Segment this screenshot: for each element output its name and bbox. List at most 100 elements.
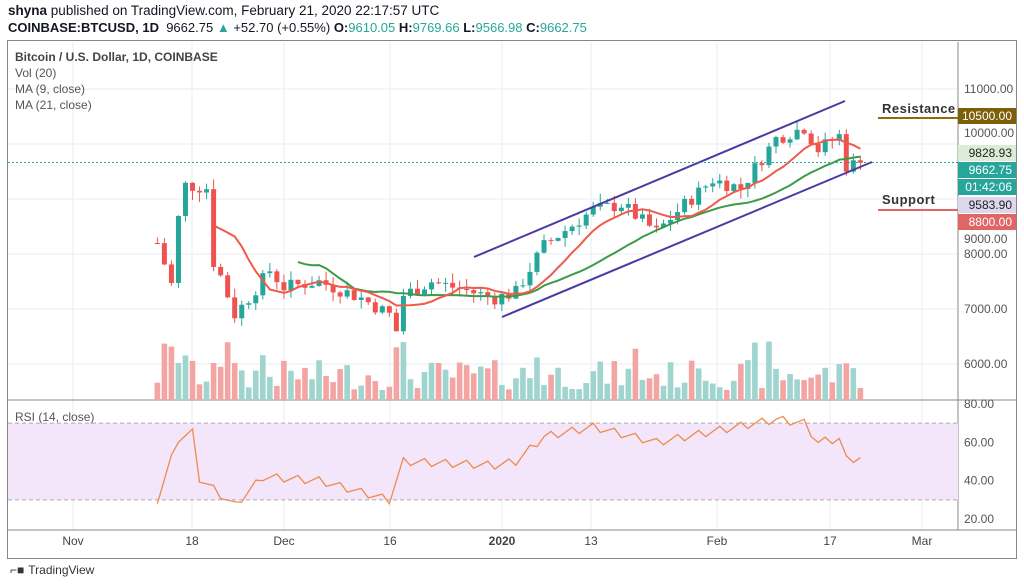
- volume-bar: [513, 378, 519, 400]
- ma9-price-tag: 9583.90: [958, 197, 1016, 213]
- last-price-tag: 9662.75: [958, 162, 1016, 178]
- volume-bar: [470, 373, 477, 400]
- rsi-tick-label: 20.00: [964, 512, 994, 526]
- candle-body: [689, 198, 695, 205]
- volume-bar: [330, 382, 336, 400]
- candle-body: [161, 243, 167, 265]
- candle-body: [358, 297, 364, 300]
- chart-frame[interactable]: [7, 40, 1017, 559]
- volume-bar: [224, 342, 231, 400]
- countdown-tag: 01:42:06: [958, 179, 1016, 195]
- candle-body: [815, 144, 821, 153]
- volume-bar: [288, 370, 294, 400]
- time-tick-label: 18: [185, 534, 199, 548]
- volume-bar: [604, 383, 611, 400]
- candle-body: [822, 139, 828, 153]
- volume-bar: [625, 368, 632, 400]
- candle-body: [850, 160, 856, 172]
- up-triangle-icon: ▲: [216, 20, 230, 35]
- candle-body: [836, 134, 842, 141]
- volume-bar: [393, 347, 400, 400]
- candle-body: [548, 240, 554, 242]
- volume-bar: [499, 384, 505, 400]
- o-label: O:: [333, 20, 349, 35]
- volume-bar: [386, 386, 393, 400]
- legend-ma9: MA (9, close): [15, 82, 86, 96]
- volume-bar: [154, 382, 161, 400]
- candle-body: [478, 292, 484, 294]
- candle-body: [745, 182, 751, 189]
- time-tick-label: 17: [823, 534, 837, 548]
- time-tick-label: 2020: [489, 534, 516, 548]
- candle-body: [400, 295, 406, 332]
- legend-ma21: MA (21, close): [15, 98, 92, 112]
- candle-body: [344, 290, 350, 297]
- candle-body: [182, 182, 188, 216]
- volume-bar: [274, 386, 280, 400]
- resistance-label: Resistance: [882, 101, 956, 116]
- volume-bar: [217, 366, 224, 400]
- candle-body: [379, 306, 385, 313]
- price-tick-label: 7000.00: [964, 302, 1008, 316]
- tradingview-logo[interactable]: ⌐■ TradingView: [10, 563, 94, 577]
- volume-bar: [548, 374, 554, 400]
- candle-body: [668, 219, 674, 224]
- volume-bar: [808, 377, 814, 400]
- volume-bar: [189, 360, 196, 400]
- candle-body: [773, 137, 779, 147]
- volume-bar: [569, 389, 575, 400]
- volume-bar: [365, 375, 372, 400]
- volume-bar: [196, 384, 203, 400]
- volume-bar: [372, 381, 379, 400]
- volume-bar: [379, 389, 386, 400]
- candle-body: [190, 182, 196, 191]
- candle-body: [857, 160, 863, 163]
- volume-bar: [576, 389, 582, 400]
- candle-body: [513, 285, 519, 299]
- candle-body: [492, 296, 498, 305]
- volume-bar: [492, 360, 498, 400]
- volume-bar: [414, 387, 421, 400]
- candle-body: [555, 237, 561, 241]
- candle-body: [246, 303, 252, 305]
- volume-bar: [815, 374, 821, 400]
- time-tick-label: 13: [584, 534, 598, 548]
- time-tick-label: 16: [383, 534, 397, 548]
- candle-body: [274, 271, 280, 283]
- volume-bar: [555, 367, 561, 400]
- volume-bar: [210, 363, 217, 400]
- volume-bar: [674, 387, 681, 400]
- brand-text: TradingView: [28, 563, 95, 577]
- price: 9662.75: [166, 20, 214, 35]
- candle-body: [794, 129, 800, 140]
- price-tick-label: 10000.00: [964, 126, 1014, 140]
- candle-body: [422, 289, 427, 295]
- candle-body: [590, 206, 596, 215]
- volume-bar: [562, 386, 568, 400]
- candle-body: [527, 271, 533, 286]
- legend-vol: Vol (20): [15, 66, 57, 80]
- candle-body: [436, 282, 442, 284]
- volume-bar: [231, 362, 238, 400]
- volume-bar: [843, 363, 850, 400]
- volume-bar: [590, 371, 597, 400]
- volume-bar: [534, 357, 540, 400]
- volume-bar: [260, 355, 266, 400]
- volume-bar: [449, 377, 456, 400]
- volume-bar: [822, 367, 829, 400]
- candle-body: [618, 207, 624, 212]
- volume-bar: [245, 387, 252, 400]
- volume-bar: [527, 378, 533, 400]
- price-tick-label: 8000.00: [964, 247, 1008, 261]
- volume-bar: [541, 385, 547, 400]
- publisher[interactable]: shyna: [8, 3, 48, 18]
- candle-body: [288, 279, 294, 291]
- candle-body: [267, 271, 273, 274]
- candle-body: [429, 282, 435, 290]
- volume-bar: [477, 366, 484, 400]
- channel-upper-line: [473, 100, 846, 258]
- volume-bar: [506, 389, 512, 400]
- volume-bar: [203, 381, 210, 400]
- rsi-tick-label: 40.00: [964, 474, 994, 488]
